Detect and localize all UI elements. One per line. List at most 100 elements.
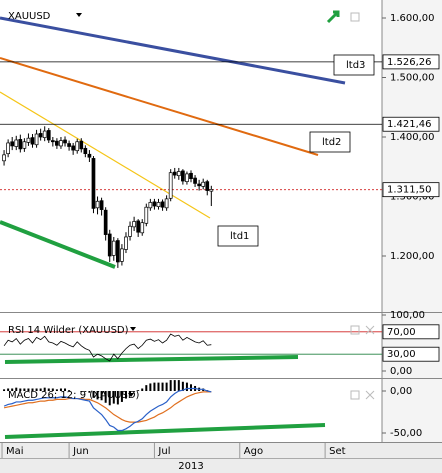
candle-body	[201, 181, 206, 187]
annotation-box	[309, 131, 351, 153]
trend-line	[0, 16, 346, 85]
y-tick-label: 100,00	[390, 310, 425, 321]
x-tick-label: Jul	[157, 446, 170, 457]
candle-body	[55, 140, 59, 146]
candle-body	[124, 236, 128, 250]
candle-body	[116, 240, 120, 263]
panel-icon[interactable]	[350, 12, 360, 22]
candle-body	[91, 158, 96, 209]
panel-icon[interactable]	[350, 325, 360, 335]
y-tick-label: 1.200,00	[390, 251, 435, 262]
candle-body	[6, 142, 10, 155]
histogram-bar	[161, 382, 164, 392]
y-tick-label: 0,00	[390, 366, 412, 377]
histogram-bar	[47, 388, 50, 392]
histogram-bar	[15, 387, 18, 392]
level-label-box	[382, 116, 440, 132]
candle-body	[38, 133, 43, 138]
histogram-bar	[190, 384, 192, 392]
histogram-bar	[23, 388, 26, 392]
histogram-bar	[185, 382, 188, 392]
histogram-bar	[169, 380, 172, 392]
candle-body	[30, 137, 35, 145]
y-tick-label: 1.400,00	[390, 132, 435, 143]
trend-line	[4, 355, 299, 364]
candle-body	[205, 181, 210, 191]
candle-body	[168, 172, 173, 199]
histogram-bar	[116, 391, 119, 405]
candle-body	[34, 133, 39, 146]
histogram-bar	[27, 388, 30, 392]
candle-body	[14, 139, 19, 147]
annotation: ltd1	[230, 231, 249, 242]
histogram-bar	[153, 382, 156, 392]
trend-line	[4, 423, 326, 439]
candle-body	[107, 233, 112, 257]
histogram-bar	[31, 388, 34, 392]
candle-body	[148, 202, 153, 209]
candle-body	[176, 171, 181, 177]
histogram-bar	[129, 391, 132, 396]
y-tick-label: 1.500,00	[390, 73, 435, 84]
dropdown-arrow[interactable]	[76, 13, 82, 17]
histogram-bar	[51, 388, 54, 392]
candle-body	[209, 189, 214, 192]
level-label-box	[382, 324, 440, 340]
panel-title: MACD 26; 12; 9 (XAUUSD)	[8, 390, 140, 401]
histogram-bar	[68, 390, 71, 392]
histogram-bar	[149, 383, 152, 392]
annotation: ltd2	[322, 137, 341, 148]
histogram-bar	[35, 388, 38, 392]
panel-icon[interactable]	[350, 390, 360, 400]
candle-body	[67, 143, 71, 147]
candle-body	[132, 221, 136, 228]
macd-line	[3, 387, 212, 432]
histogram-bar	[120, 391, 123, 402]
candle-body	[189, 172, 193, 180]
candle-body	[46, 130, 51, 141]
x-tick-label: Jun	[72, 446, 89, 457]
level-label: 1.311,50	[387, 185, 432, 196]
close-icon[interactable]	[365, 325, 375, 335]
trend-line	[0, 220, 116, 269]
candle-body	[95, 200, 100, 209]
candle-body	[193, 177, 197, 184]
candle-body	[75, 141, 80, 152]
symbol-title: XAUUSD	[8, 11, 51, 22]
x-axis-label: 2013	[178, 461, 203, 472]
histogram-bar	[157, 382, 160, 392]
level-label-box	[382, 346, 440, 362]
histogram-bar	[104, 391, 107, 403]
candle-body	[144, 206, 149, 224]
histogram-bar	[181, 381, 184, 392]
rsi-line	[3, 333, 212, 362]
histogram-bar	[92, 391, 95, 398]
candle-body	[111, 240, 116, 256]
close-icon[interactable]	[365, 390, 375, 400]
histogram-bar	[173, 380, 176, 392]
candle-body	[87, 153, 92, 158]
candle-body	[185, 173, 189, 182]
level-label-box	[382, 182, 440, 198]
signal-line	[3, 391, 212, 423]
x-tick-label: Ago	[244, 446, 263, 457]
histogram-bar	[108, 391, 111, 406]
histogram-bar	[177, 380, 180, 392]
dropdown-arrow[interactable]	[130, 327, 136, 331]
level-label: 70,00	[387, 327, 416, 338]
candle-body	[160, 201, 165, 208]
panel-title: RSI 14 Wilder (XAUUSD)	[8, 325, 129, 336]
candle-body	[156, 202, 161, 207]
candle-body	[2, 154, 6, 162]
histogram-bar	[7, 388, 10, 392]
x-tick-label: Set	[329, 446, 346, 457]
candle-body	[83, 147, 88, 155]
level-label: 1.526,26	[387, 57, 432, 68]
histogram-bar	[88, 391, 91, 393]
trade-icon[interactable]	[326, 10, 340, 24]
trend-lines	[0, 16, 382, 439]
histogram-bar	[137, 390, 140, 392]
candle-body	[71, 145, 75, 151]
candle-body	[59, 140, 63, 147]
